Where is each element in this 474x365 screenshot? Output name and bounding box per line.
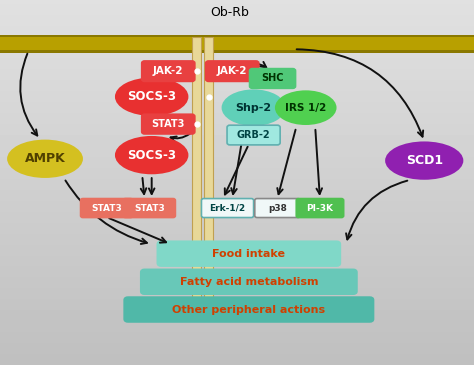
Text: Food intake: Food intake xyxy=(212,249,285,259)
Bar xyxy=(0,35,474,37)
Bar xyxy=(204,36,213,299)
Bar xyxy=(0,35,474,53)
FancyBboxPatch shape xyxy=(123,199,175,218)
FancyBboxPatch shape xyxy=(81,199,133,218)
FancyBboxPatch shape xyxy=(249,69,296,88)
Ellipse shape xyxy=(7,139,83,178)
Ellipse shape xyxy=(115,78,189,116)
Text: STAT3: STAT3 xyxy=(134,204,164,212)
Bar xyxy=(0,50,474,53)
FancyBboxPatch shape xyxy=(141,269,357,294)
Text: SHC: SHC xyxy=(261,73,284,84)
Bar xyxy=(192,36,201,299)
FancyBboxPatch shape xyxy=(206,61,259,81)
FancyBboxPatch shape xyxy=(227,125,280,145)
FancyBboxPatch shape xyxy=(142,114,195,134)
Text: SOCS-3: SOCS-3 xyxy=(127,90,176,103)
Text: Ob-Rb: Ob-Rb xyxy=(210,6,249,19)
Text: Other peripheral actions: Other peripheral actions xyxy=(172,304,326,315)
Ellipse shape xyxy=(385,141,464,180)
FancyBboxPatch shape xyxy=(157,241,340,266)
Text: SOCS-3: SOCS-3 xyxy=(127,149,176,162)
Text: GRB-2: GRB-2 xyxy=(237,130,270,140)
Text: Shp-2: Shp-2 xyxy=(236,103,272,113)
FancyBboxPatch shape xyxy=(296,199,344,218)
Text: p38: p38 xyxy=(268,204,287,212)
Text: AMPK: AMPK xyxy=(25,152,65,165)
Ellipse shape xyxy=(115,136,189,174)
Text: STAT3: STAT3 xyxy=(91,204,122,212)
FancyBboxPatch shape xyxy=(142,61,195,81)
Text: IRS 1/2: IRS 1/2 xyxy=(285,103,327,113)
Ellipse shape xyxy=(221,89,285,126)
Text: Erk-1/2: Erk-1/2 xyxy=(210,204,246,212)
Text: PI-3K: PI-3K xyxy=(307,204,333,212)
FancyBboxPatch shape xyxy=(201,199,254,218)
Text: Fatty acid metabolism: Fatty acid metabolism xyxy=(180,277,318,287)
Ellipse shape xyxy=(275,91,337,125)
Text: JAK-2: JAK-2 xyxy=(153,66,183,76)
FancyBboxPatch shape xyxy=(255,199,300,218)
Text: JAK-2: JAK-2 xyxy=(217,66,247,76)
FancyBboxPatch shape xyxy=(124,297,374,322)
Text: SCD1: SCD1 xyxy=(406,154,443,167)
Text: STAT3: STAT3 xyxy=(152,119,185,129)
